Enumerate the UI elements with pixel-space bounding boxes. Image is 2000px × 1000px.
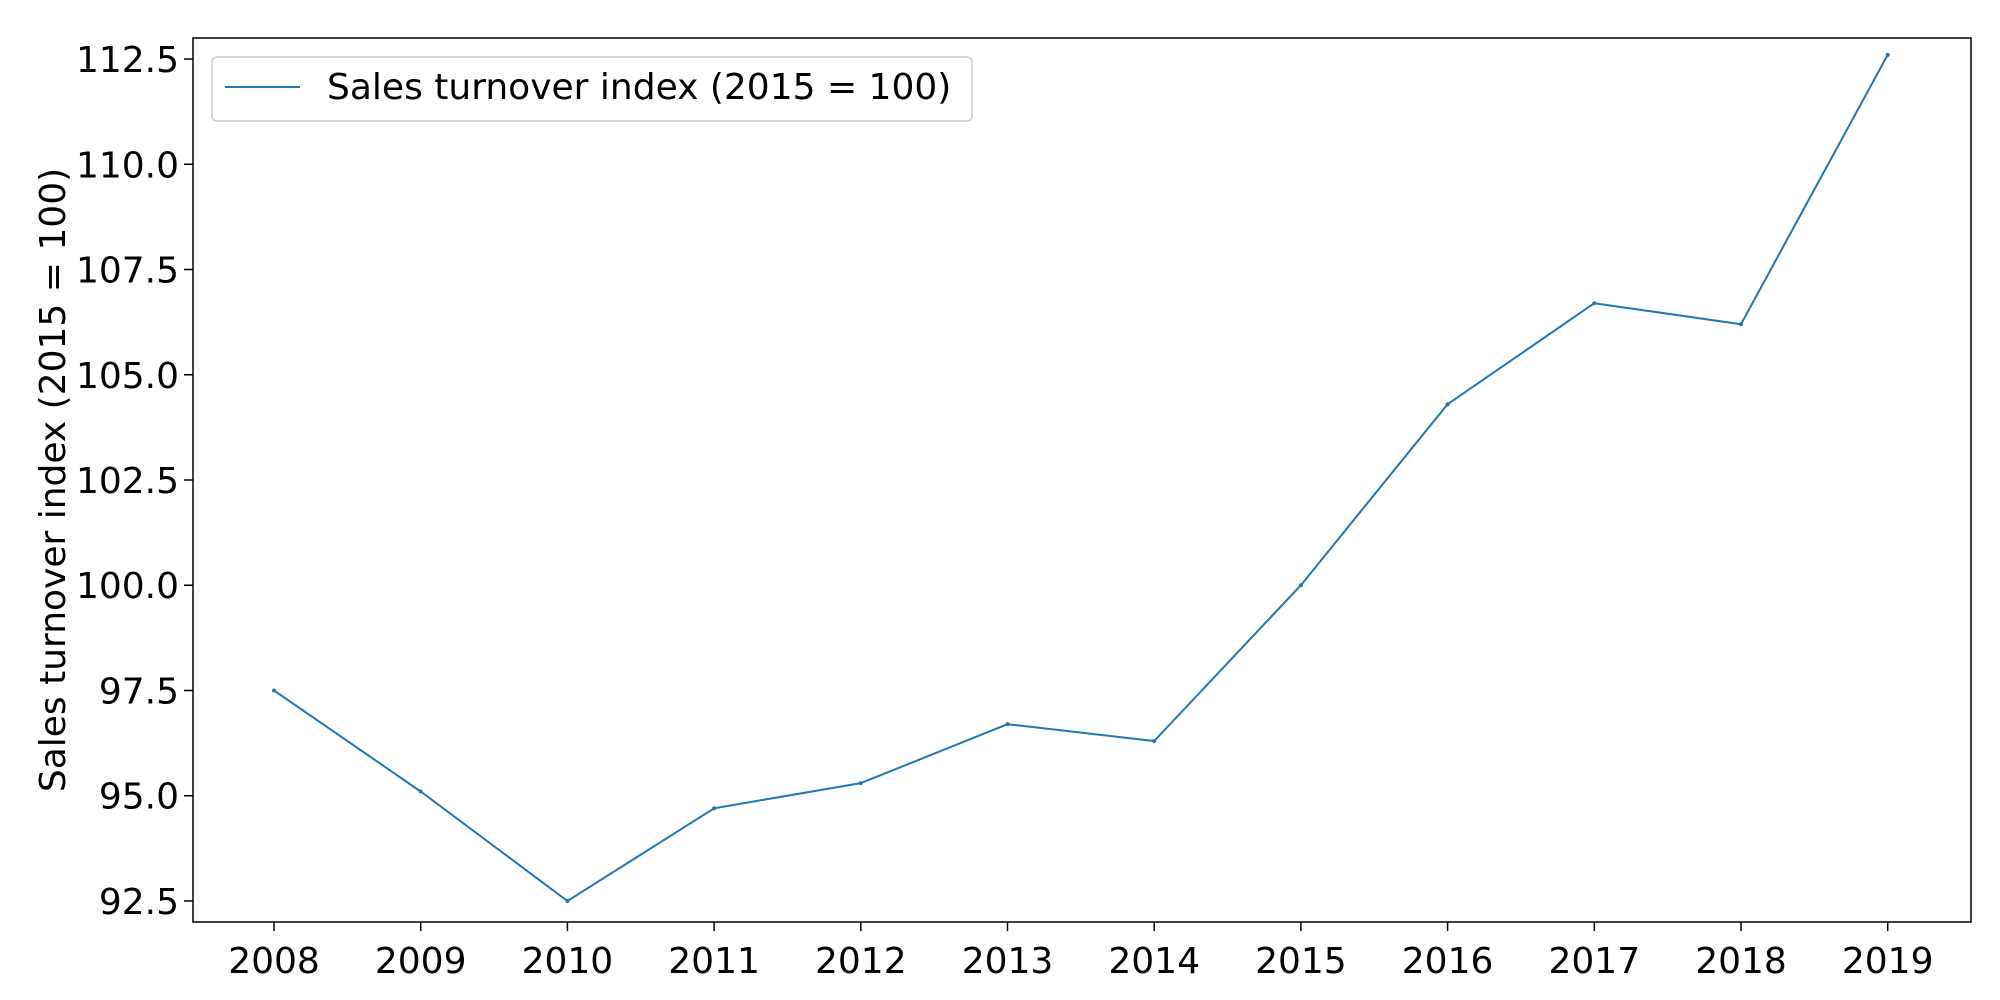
x-tick-label: 2015 (1255, 941, 1347, 982)
x-tick-label: 2009 (375, 941, 467, 982)
data-point (1298, 583, 1303, 588)
x-tick-label: 2019 (1842, 941, 1934, 982)
y-tick-label: 112.5 (76, 40, 179, 81)
x-tick-label: 2014 (1108, 941, 1200, 982)
legend: Sales turnover index (2015 = 100) (211, 56, 973, 122)
y-tick-label: 110.0 (76, 145, 179, 186)
y-tick-label: 100.0 (76, 566, 179, 607)
data-point (1152, 738, 1157, 743)
data-point (418, 789, 423, 794)
y-tick-label: 105.0 (76, 356, 179, 397)
y-tick-label: 107.5 (76, 251, 179, 292)
y-tick-label: 95.0 (99, 777, 179, 818)
x-tick-label: 2017 (1548, 941, 1640, 982)
legend-frame (211, 56, 973, 122)
series-line (272, 53, 1890, 902)
x-tick-label: 2008 (228, 941, 320, 982)
y-tick-label: 97.5 (99, 671, 179, 712)
y-tick-label: 92.5 (99, 882, 179, 923)
x-axis: 2008 2009 2010 2011 2012 2013 2014 2015 2016 2017… (228, 922, 1934, 982)
x-tick-label: 2016 (1402, 941, 1494, 982)
data-point (1005, 722, 1010, 727)
data-point (1445, 402, 1450, 407)
data-point (1592, 301, 1597, 306)
x-tick-label: 2013 (962, 941, 1054, 982)
y-axis-title: Sales turnover index (2015 = 100) (33, 168, 74, 792)
data-point (1739, 322, 1743, 327)
y-axis: 92.5 95.0 97.5 100.0 102.5 105.0 107.5 110.0 112… (76, 40, 193, 923)
legend-label: Sales turnover index (2015 = 100) (327, 67, 951, 108)
data-point (1885, 52, 1890, 57)
y-tick-label: 102.5 (76, 461, 179, 502)
x-tick-label: 2012 (815, 941, 907, 982)
plot-area: 2008 2009 2010 2011 2012 2013 2014 2015 2016 2017… (76, 37, 1972, 982)
data-point (858, 781, 863, 786)
x-tick-label: 2018 (1695, 941, 1787, 982)
x-tick-label: 2011 (668, 941, 760, 982)
data-point (712, 806, 717, 811)
x-tick-label: 2010 (522, 941, 614, 982)
series-layer (272, 52, 1890, 903)
data-point (565, 898, 570, 903)
data-point (272, 688, 276, 693)
